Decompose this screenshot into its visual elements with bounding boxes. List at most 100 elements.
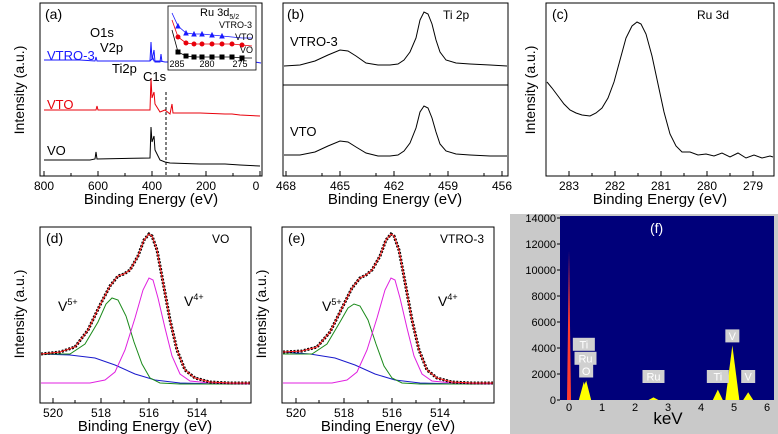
panel-e-label: (e) bbox=[288, 230, 305, 246]
panel-e-v4-label: V4+ bbox=[438, 292, 458, 309]
panel-a: (a) Intensity (a.u.) Binding Energy (eV)… bbox=[11, 2, 263, 208]
panel-f: (f) keV 0 2000 4000 6000 8000 10000 1200… bbox=[510, 213, 778, 434]
panel-d: (d) VO Intensity (a.u.) Binding Energy (… bbox=[11, 226, 252, 434]
panel-a-ylabel: Intensity (a.u.) bbox=[11, 46, 27, 135]
panel-a-annot-o1s: O1s bbox=[90, 25, 114, 40]
panel-f-ytick-marks bbox=[557, 217, 560, 401]
panel-f-xtick: 3 bbox=[665, 402, 671, 414]
eds-peak bbox=[743, 392, 754, 400]
panel-a-inset: Ru 3d5/2 VTRO-3 VTO VO 285 28 bbox=[167, 5, 257, 71]
eds-peak-tag-box bbox=[706, 370, 729, 383]
panel-d-ticks bbox=[52, 398, 222, 403]
panel-c-title: Ru 3d bbox=[697, 8, 729, 22]
panel-c-frame bbox=[545, 2, 775, 177]
panel-b: (b) Ti 2p Binding Energy (eV) 468 465 46… bbox=[276, 2, 512, 208]
panel-e-ticks bbox=[295, 398, 465, 403]
panel-a-annot-v2p: V2p bbox=[100, 40, 123, 55]
panel-d-xtick: 516 bbox=[139, 406, 159, 420]
panel-a-series-label-vo: VO bbox=[47, 143, 66, 158]
panel-e-xtick: 516 bbox=[382, 406, 402, 420]
eds-peak-tag-box bbox=[725, 329, 740, 343]
panel-a-xtick: 400 bbox=[142, 179, 162, 193]
panel-b-xtick: 468 bbox=[276, 179, 296, 193]
panel-a-inset-series-vtro3 bbox=[171, 12, 252, 39]
panel-f-plot-area bbox=[560, 216, 774, 400]
panel-a-inset-series-vo bbox=[171, 29, 252, 61]
panel-b-series-label-vto: VTO bbox=[290, 124, 317, 139]
panel-e-xtick: 518 bbox=[334, 406, 354, 420]
panel-b-xtick: 462 bbox=[384, 179, 404, 193]
panel-a-xtick: 200 bbox=[196, 179, 216, 193]
panel-c-label: (c) bbox=[552, 6, 568, 22]
panel-a-xlabel: Binding Energy (eV) bbox=[84, 191, 218, 208]
eds-peak bbox=[712, 389, 723, 400]
panel-d-ylabel: Intensity (a.u.) bbox=[11, 270, 27, 359]
panel-d-xtick: 518 bbox=[91, 406, 111, 420]
panel-a-xtick: 600 bbox=[88, 179, 108, 193]
panel-f-xtick: 4 bbox=[698, 402, 704, 414]
panel-e-v5-peak bbox=[283, 303, 493, 385]
eds-peak-tag: Ti bbox=[713, 372, 722, 384]
panel-d-label: (d) bbox=[46, 230, 63, 246]
panel-e: (e) VTRO-3 Intensity (a.u.) Binding Ener… bbox=[253, 226, 495, 434]
eds-peak-tag-box bbox=[741, 370, 756, 383]
panel-a-label: (a) bbox=[45, 6, 62, 22]
panel-b-frame bbox=[282, 2, 509, 177]
panel-a-inset-label-vto: VTO bbox=[235, 32, 253, 42]
panel-b-ticks bbox=[285, 171, 503, 176]
panel-c-series bbox=[546, 21, 774, 159]
panel-e-envelope bbox=[282, 232, 493, 385]
eds-peak-tag-box bbox=[642, 370, 665, 383]
panel-d-envelope bbox=[40, 232, 250, 385]
panel-b-xtick: 465 bbox=[330, 179, 350, 193]
panel-a-xtick: 800 bbox=[34, 179, 54, 193]
eds-peak-tag: Ti bbox=[579, 339, 588, 351]
panel-f-yticks: 0 2000 4000 6000 8000 10000 12000 14000 bbox=[525, 213, 556, 407]
panel-f-ytick: 8000 bbox=[532, 291, 556, 303]
panel-d-baseline bbox=[40, 353, 250, 385]
eds-peak-tag: V bbox=[745, 372, 753, 384]
panel-f-ytick: 10000 bbox=[525, 265, 556, 277]
panel-f-xtick: 0 bbox=[566, 402, 572, 414]
panel-a-inset-xtick: 280 bbox=[199, 59, 214, 69]
panel-c-xtick: 281 bbox=[651, 179, 671, 193]
eds-peak-tag: Ru bbox=[646, 372, 660, 384]
panel-a-inset-xtick: 285 bbox=[169, 59, 184, 69]
panel-f-xtick: 1 bbox=[599, 402, 605, 414]
panel-a-series-vtro3-peaks bbox=[149, 41, 163, 63]
panel-f-ytick: 2000 bbox=[532, 369, 556, 381]
panel-b-xlabel: Binding Energy (eV) bbox=[328, 191, 462, 208]
panel-c-xtick: 280 bbox=[697, 179, 717, 193]
panel-b-series-label-vtro3: VTRO-3 bbox=[290, 34, 338, 49]
panel-a-xtick: 0 bbox=[253, 179, 260, 193]
panel-a-frame bbox=[39, 2, 263, 177]
eds-peak bbox=[648, 397, 659, 400]
panel-c-xtick: 283 bbox=[559, 179, 579, 193]
panel-e-baseline bbox=[282, 351, 493, 385]
panel-a-inset-series-vto bbox=[171, 19, 253, 48]
panel-d-xlabel: Binding Energy (eV) bbox=[78, 418, 212, 434]
panel-f-ytick: 12000 bbox=[525, 239, 556, 251]
panel-b-series-vtro3 bbox=[283, 11, 508, 67]
panel-b-label: (b) bbox=[287, 6, 304, 22]
panel-a-inset-label-vtro3: VTRO-3 bbox=[219, 20, 252, 30]
panel-f-peaks bbox=[567, 250, 754, 400]
panel-e-frame bbox=[281, 226, 495, 404]
panel-b-xtick: 456 bbox=[492, 179, 512, 193]
panel-d-xtick: 514 bbox=[187, 406, 207, 420]
panel-e-fit bbox=[282, 233, 493, 384]
panel-b-xtick: 459 bbox=[438, 179, 458, 193]
panel-c-ticks bbox=[568, 171, 754, 176]
panel-e-title: VTRO-3 bbox=[440, 232, 484, 246]
panel-f-ytick: 4000 bbox=[532, 343, 556, 355]
panel-f-xtick: 6 bbox=[764, 402, 770, 414]
panel-e-xtick: 514 bbox=[430, 406, 450, 420]
eds-peak-tag-box bbox=[574, 351, 597, 365]
panel-e-xtick: 520 bbox=[286, 406, 306, 420]
panel-a-inset-xtick: 275 bbox=[232, 59, 247, 69]
panel-d-xtick: 520 bbox=[43, 406, 63, 420]
panel-f-xlabel: keV bbox=[653, 409, 683, 428]
eds-peak-tag: O bbox=[582, 366, 591, 378]
panel-e-v4-peak bbox=[283, 277, 494, 385]
